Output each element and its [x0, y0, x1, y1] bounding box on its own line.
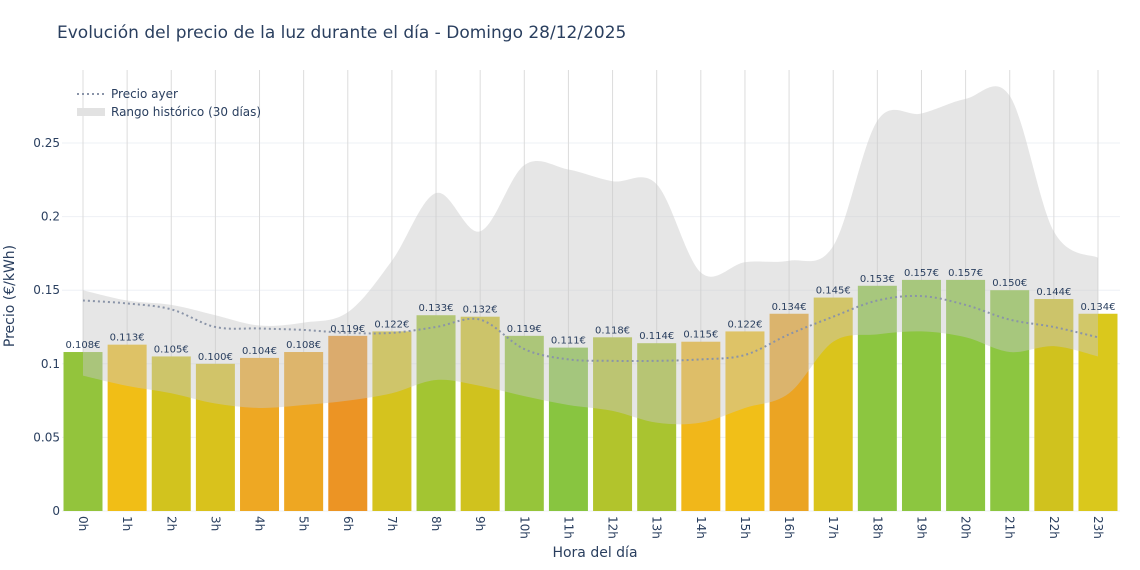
- x-tick-label: 7h: [385, 516, 399, 531]
- bar-15h[interactable]: [725, 331, 765, 511]
- x-tick-label: 11h: [561, 516, 575, 539]
- bar-11h[interactable]: [548, 347, 588, 511]
- x-tick-label: 14h: [694, 516, 708, 539]
- data-label: 0.100€: [198, 352, 233, 363]
- bar-8h[interactable]: [416, 315, 456, 511]
- bar-10h[interactable]: [504, 335, 544, 511]
- bar-2h[interactable]: [151, 356, 191, 511]
- x-tick-label: 6h: [341, 516, 355, 531]
- data-label: 0.105€: [154, 344, 189, 355]
- data-label: 0.122€: [727, 319, 762, 330]
- data-label: 0.119€: [507, 324, 542, 335]
- x-tick-label: 0h: [76, 516, 90, 531]
- bar-23h[interactable]: [1078, 313, 1118, 511]
- data-label: 0.134€: [1080, 302, 1115, 313]
- data-label: 0.134€: [772, 302, 807, 313]
- y-tick-label: 0.2: [41, 210, 60, 224]
- bar-22h[interactable]: [1034, 299, 1074, 511]
- data-label: 0.119€: [330, 324, 365, 335]
- bar-6h[interactable]: [328, 335, 368, 511]
- x-tick-label: 9h: [473, 516, 487, 531]
- bar-0h[interactable]: [63, 352, 103, 511]
- bar-12h[interactable]: [593, 337, 633, 511]
- data-label: 0.144€: [1036, 287, 1071, 298]
- bars: [63, 279, 1118, 511]
- data-label: 0.118€: [595, 325, 630, 336]
- x-tick-label: 23h: [1091, 516, 1105, 539]
- x-tick-label: 19h: [914, 516, 928, 539]
- data-label: 0.132€: [463, 305, 498, 316]
- data-label: 0.153€: [860, 274, 895, 285]
- legend-yesterday[interactable]: Precio ayer: [111, 87, 178, 101]
- x-tick-label: 10h: [517, 516, 531, 539]
- data-label: 0.114€: [639, 331, 674, 342]
- bar-19h[interactable]: [901, 279, 941, 511]
- bar-7h[interactable]: [372, 331, 412, 511]
- bar-21h[interactable]: [990, 290, 1030, 511]
- data-label: 0.145€: [816, 286, 851, 297]
- legend-area-swatch: [77, 108, 105, 116]
- x-tick-label: 2h: [164, 516, 178, 531]
- bar-3h[interactable]: [195, 363, 235, 511]
- legend: Precio ayer Rango histórico (30 días): [77, 87, 261, 119]
- x-axis-label: Hora del día: [552, 545, 637, 561]
- data-label: 0.108€: [286, 340, 321, 351]
- y-axis-ticks: 0 0.05 0.1 0.15 0.2 0.25: [33, 136, 60, 518]
- x-axis-ticks: 0h 1h 2h 3h 4h 5h 6h 7h 8h 9h 10h 11h 12h 13h 14h 15h 16…: [76, 516, 1105, 539]
- data-labels: 0.108€ 0.113€ 0.105€ 0.100€ 0.104€ 0.108€ 0.11…: [66, 268, 1116, 363]
- bar-1h[interactable]: [107, 344, 147, 511]
- data-label: 0.157€: [948, 268, 983, 279]
- x-tick-label: 20h: [959, 516, 973, 539]
- x-tick-label: 16h: [782, 516, 796, 539]
- x-tick-label: 15h: [738, 516, 752, 539]
- x-tick-label: 21h: [1003, 516, 1017, 539]
- bar-20h[interactable]: [946, 279, 986, 511]
- bar-9h[interactable]: [460, 316, 500, 511]
- bar-17h[interactable]: [813, 297, 853, 511]
- data-label: 0.104€: [242, 346, 277, 357]
- data-label: 0.122€: [374, 319, 409, 330]
- y-tick-label: 0.1: [41, 357, 60, 371]
- data-label: 0.108€: [66, 340, 101, 351]
- y-axis-label: Precio (€/kWh): [2, 245, 18, 347]
- data-label: 0.150€: [992, 278, 1027, 289]
- y-tick-label: 0: [52, 504, 60, 518]
- x-tick-label: 18h: [870, 516, 884, 539]
- bar-16h[interactable]: [769, 313, 809, 511]
- bar-14h[interactable]: [681, 341, 721, 511]
- data-label: 0.133€: [419, 303, 454, 314]
- bar-18h[interactable]: [857, 285, 897, 511]
- y-tick-label: 0.25: [33, 136, 60, 150]
- legend-range[interactable]: Rango histórico (30 días): [111, 105, 261, 119]
- chart-title: Evolución del precio de la luz durante e…: [57, 23, 626, 43]
- x-tick-label: 1h: [120, 516, 134, 531]
- x-tick-label: 8h: [429, 516, 443, 531]
- x-tick-label: 4h: [253, 516, 267, 531]
- x-tick-label: 13h: [650, 516, 664, 539]
- x-tick-label: 5h: [297, 516, 311, 531]
- y-tick-label: 0.05: [33, 430, 60, 444]
- data-label: 0.157€: [904, 268, 939, 279]
- x-tick-label: 12h: [606, 516, 620, 539]
- bar-4h[interactable]: [240, 357, 280, 511]
- x-tick-label: 22h: [1047, 516, 1061, 539]
- yesterday-price-line: [82, 294, 1099, 363]
- data-label: 0.115€: [683, 330, 718, 341]
- historical-range-area: [83, 86, 1098, 425]
- bar-5h[interactable]: [284, 352, 324, 511]
- bar-13h[interactable]: [637, 343, 677, 511]
- y-tick-label: 0.15: [33, 283, 60, 297]
- x-tick-label: 17h: [826, 516, 840, 539]
- data-label: 0.113€: [110, 333, 145, 344]
- x-tick-label: 3h: [208, 516, 222, 531]
- data-label: 0.111€: [551, 336, 586, 347]
